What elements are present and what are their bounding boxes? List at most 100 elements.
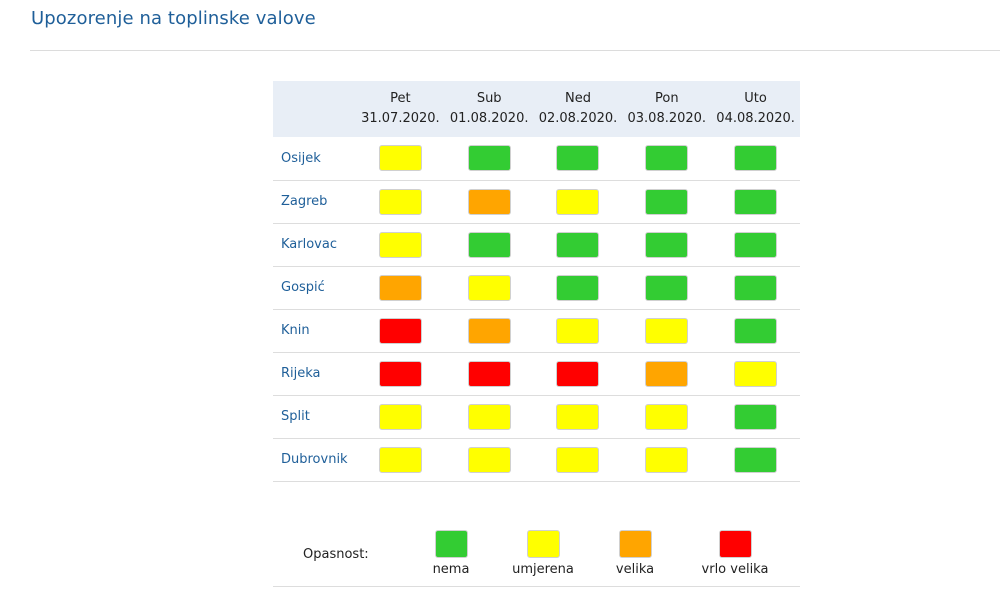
warning-cell: [356, 352, 445, 395]
warning-cell: [534, 395, 623, 438]
city-link[interactable]: Karlovac: [281, 237, 337, 252]
warning-level-nema: [734, 188, 778, 215]
warning-level-umjerena: [556, 446, 600, 473]
warning-level-velika: [378, 274, 422, 301]
warning-cell: [356, 137, 445, 180]
warning-level-vrlo-velika: [556, 360, 600, 387]
legend-item-label: nema: [432, 562, 470, 577]
warning-cell: [356, 309, 445, 352]
day-name: Ned: [565, 91, 591, 106]
legend-label: Opasnost:: [303, 547, 369, 562]
warning-cell: [445, 309, 534, 352]
day-header: Pet 31.07.2020.: [356, 81, 445, 137]
warning-cell: [711, 352, 800, 395]
warning-level-nema: [467, 231, 511, 258]
warning-cell: [534, 223, 623, 266]
table-row: Karlovac: [273, 223, 800, 266]
warning-level-nema: [734, 403, 778, 430]
warning-cell: [445, 438, 534, 481]
day-date: 03.08.2020.: [627, 111, 707, 126]
legend-item: vrlo velika: [695, 530, 775, 577]
legend-swatch: [618, 530, 652, 558]
table-row: Split: [273, 395, 800, 438]
warning-level-velika: [467, 317, 511, 344]
warning-level-velika: [467, 188, 511, 215]
warning-cell: [534, 352, 623, 395]
legend-item: nema: [411, 530, 491, 577]
day-name: Uto: [744, 91, 767, 106]
warning-level-vrlo-velika: [467, 360, 511, 387]
table-row: Osijek: [273, 137, 800, 180]
warning-level-nema: [467, 145, 511, 172]
table-row: Zagreb: [273, 180, 800, 223]
warning-cell: [445, 352, 534, 395]
warning-level-umjerena: [645, 403, 689, 430]
warning-level-nema: [645, 145, 689, 172]
warning-cell: [711, 309, 800, 352]
warning-cell: [534, 266, 623, 309]
table-row: Rijeka: [273, 352, 800, 395]
warning-level-nema: [556, 274, 600, 301]
day-header: Pon 03.08.2020.: [622, 81, 711, 137]
warning-level-umjerena: [645, 317, 689, 344]
warning-cell: [711, 266, 800, 309]
warning-level-umjerena: [378, 403, 422, 430]
legend-item-label: velika: [615, 562, 655, 577]
warning-level-umjerena: [556, 188, 600, 215]
warning-level-nema: [734, 317, 778, 344]
warning-cell: [622, 395, 711, 438]
day-name: Pon: [655, 91, 679, 106]
legend-swatch: [718, 530, 752, 558]
warning-level-nema: [734, 274, 778, 301]
city-link[interactable]: Gospić: [281, 280, 325, 295]
warning-cell: [534, 309, 623, 352]
warning-cell: [445, 180, 534, 223]
warning-cell: [622, 137, 711, 180]
warning-cell: [711, 137, 800, 180]
warning-level-umjerena: [378, 231, 422, 258]
day-date: 04.08.2020.: [716, 111, 795, 126]
warning-level-umjerena: [734, 360, 778, 387]
city-link[interactable]: Split: [281, 409, 310, 424]
legend-item: umjerena: [503, 530, 583, 577]
warning-cell: [445, 395, 534, 438]
warning-level-umjerena: [467, 446, 511, 473]
warning-level-umjerena: [378, 446, 422, 473]
title-divider: [30, 50, 1000, 51]
warning-level-velika: [645, 360, 689, 387]
legend: Opasnost: nema umjerena velika vrlo velika: [273, 522, 800, 587]
warning-level-nema: [645, 231, 689, 258]
city-link[interactable]: Dubrovnik: [281, 452, 348, 467]
warning-cell: [622, 438, 711, 481]
city-link[interactable]: Rijeka: [281, 366, 321, 381]
warning-level-nema: [645, 274, 689, 301]
table-row: Dubrovnik: [273, 438, 800, 481]
table-row: Knin: [273, 309, 800, 352]
warning-level-vrlo-velika: [378, 317, 422, 344]
warning-cell: [622, 223, 711, 266]
warning-level-umjerena: [556, 317, 600, 344]
warning-cell: [622, 266, 711, 309]
legend-item-label: vrlo velika: [701, 562, 769, 577]
warning-cell: [534, 137, 623, 180]
warning-level-nema: [734, 231, 778, 258]
warning-level-nema: [556, 145, 600, 172]
warning-cell: [445, 223, 534, 266]
city-link[interactable]: Knin: [281, 323, 310, 338]
warning-cell: [711, 180, 800, 223]
warning-cell: [356, 223, 445, 266]
warning-level-nema: [645, 188, 689, 215]
city-link[interactable]: Zagreb: [281, 194, 328, 209]
city-link[interactable]: Osijek: [281, 150, 321, 166]
warning-level-umjerena: [467, 403, 511, 430]
warning-table-container: Pet 31.07.2020. Sub 01.08.2020. Ned 02.08.202…: [273, 81, 800, 482]
day-name: Pet: [390, 91, 411, 106]
day-date: 02.08.2020.: [538, 111, 618, 126]
warning-cell: [356, 438, 445, 481]
warning-cell: [356, 180, 445, 223]
day-date: 01.08.2020.: [449, 111, 529, 126]
warning-level-nema: [734, 446, 778, 473]
day-date: 31.07.2020.: [361, 111, 440, 126]
city-column-header: [273, 81, 356, 137]
